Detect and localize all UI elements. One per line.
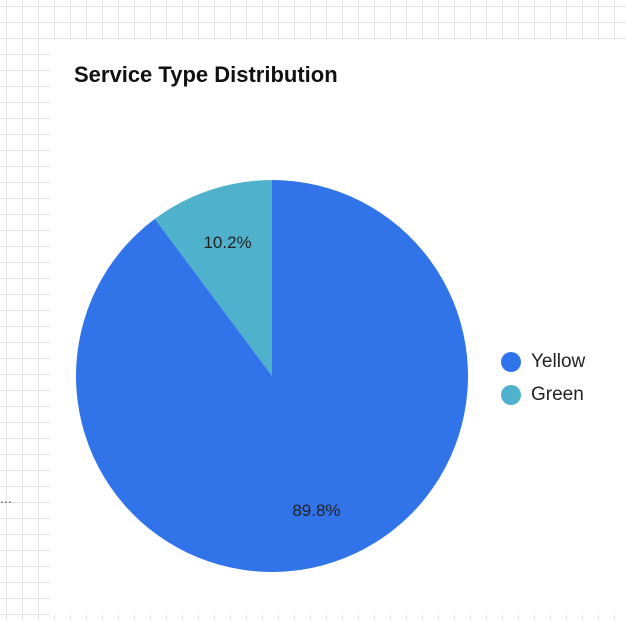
- pie-slice-green[interactable]: [154, 180, 272, 376]
- offscreen-text-fragment: ...: [0, 490, 12, 506]
- chart-legend: Yellow Green: [501, 345, 585, 411]
- pie-slice-yellow[interactable]: [76, 180, 469, 572]
- legend-label-green: Green: [531, 383, 584, 405]
- chart-title: Service Type Distribution: [74, 62, 338, 87]
- legend-swatch-green: [501, 384, 521, 405]
- legend-item-yellow[interactable]: Yellow: [501, 345, 585, 378]
- slice-label-green: 10.2%: [203, 233, 251, 252]
- pie-chart: 10.2% 89.8%: [76, 180, 469, 572]
- legend-item-green[interactable]: Green: [501, 378, 585, 411]
- slice-label-yellow: 89.8%: [292, 501, 340, 520]
- chart-card: Service Type Distribution 10.2% 89.8% Yel…: [50, 40, 626, 615]
- legend-swatch-yellow: [501, 351, 521, 372]
- legend-label-yellow: Yellow: [531, 350, 586, 372]
